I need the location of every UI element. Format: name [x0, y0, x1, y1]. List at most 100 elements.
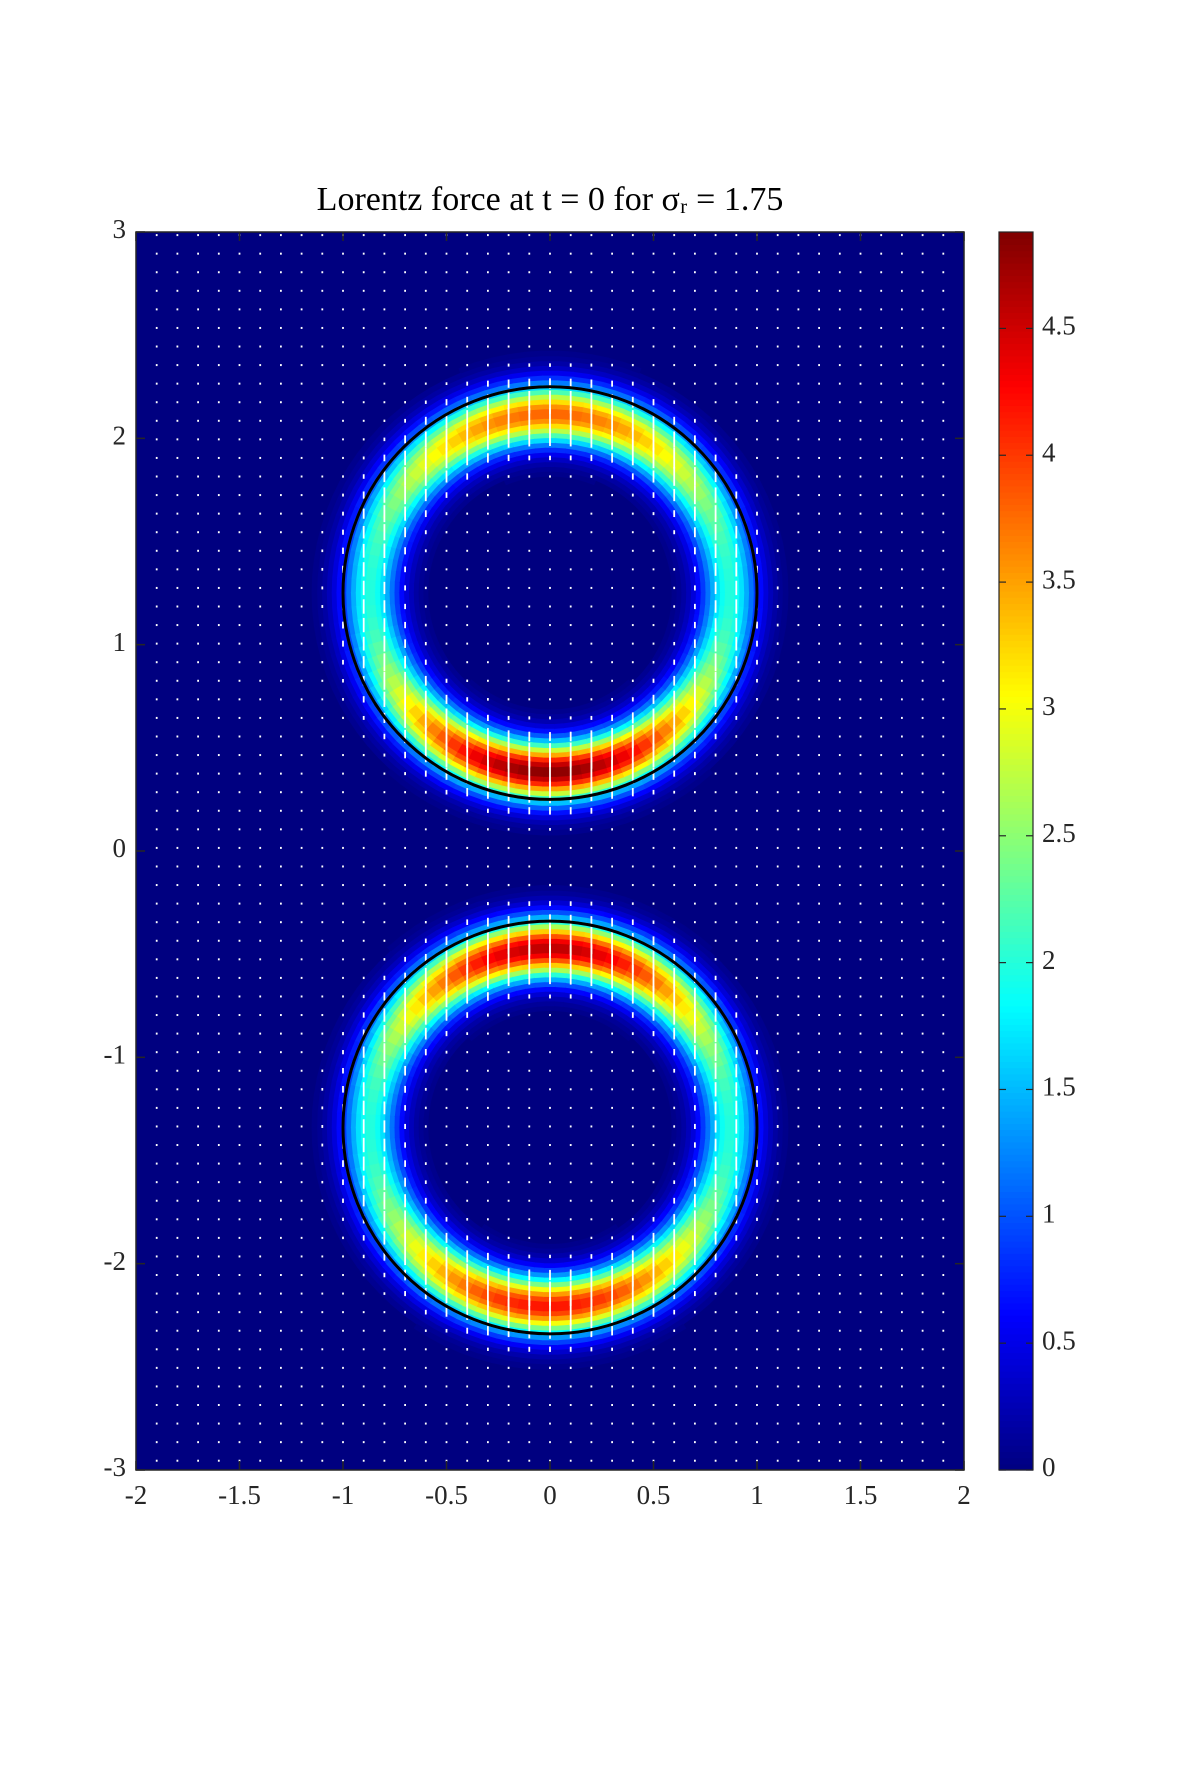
heat-cell: [524, 885, 543, 892]
heat-cell: [388, 1115, 395, 1128]
heat-cell: [700, 592, 707, 605]
heat-cell: [545, 709, 555, 716]
heat-cell: [705, 1127, 712, 1140]
heat-cell: [369, 1127, 376, 1141]
heat-cell: [782, 1110, 789, 1128]
heat-cell: [700, 1116, 707, 1128]
heat-cell: [724, 592, 731, 607]
heat-cell: [422, 1127, 429, 1137]
heat-cell: [782, 592, 789, 611]
heat-cell: [671, 1127, 678, 1137]
heat-cell: [393, 1116, 400, 1128]
heat-cell: [311, 1110, 318, 1128]
heat-cell: [403, 1127, 410, 1139]
heat-cell: [417, 1127, 424, 1138]
heat-cell: [417, 583, 424, 594]
heat-cell: [782, 1127, 789, 1145]
heat-cell: [408, 1127, 415, 1138]
heat-cell: [393, 592, 400, 605]
heat-cell: [724, 580, 731, 594]
heat-cell: [729, 1127, 736, 1141]
heat-cell: [545, 466, 555, 472]
heat-cell: [685, 592, 692, 604]
heat-cell: [729, 579, 736, 594]
heat-cell: [364, 579, 371, 594]
heat-cell: [388, 592, 395, 605]
heat-cell: [557, 828, 576, 836]
heat-cell: [398, 1127, 405, 1139]
heat-cell: [541, 894, 559, 901]
heat-cell: [541, 885, 559, 891]
heat-cell: [524, 1363, 543, 1370]
heat-cell: [544, 986, 556, 992]
heat-cell: [545, 1248, 555, 1255]
heat-cell: [369, 592, 376, 607]
heat-cell: [544, 461, 556, 467]
heat-cell: [412, 1117, 419, 1128]
heat-cell: [408, 582, 415, 594]
heat-cell: [695, 582, 702, 594]
heat-cell: [541, 350, 559, 357]
heat-cell: [676, 592, 683, 603]
heat-cell: [417, 1117, 424, 1128]
heat-cell: [545, 1005, 555, 1011]
heat-cell: [681, 583, 688, 594]
heat-cell: [408, 592, 415, 604]
heat-cell: [541, 1359, 559, 1365]
heat-cell: [524, 350, 543, 358]
heat-cell: [541, 889, 559, 896]
heat-cell: [364, 592, 371, 607]
heat-cell: [403, 592, 410, 604]
heat-cell: [544, 1258, 556, 1264]
heat-cell: [417, 592, 424, 603]
heat-cell: [412, 592, 419, 604]
heat-cell: [408, 1117, 415, 1128]
heat-cell: [685, 1127, 692, 1138]
heat-cell: [557, 885, 576, 892]
heat-cell: [690, 592, 697, 604]
heat-cell: [541, 1354, 559, 1361]
heat-cell: [676, 583, 683, 594]
heat-cell: [398, 592, 405, 605]
heat-cell: [393, 1127, 400, 1139]
heat-cell: [541, 820, 559, 826]
heat-cell: [369, 580, 376, 594]
heat-cell: [695, 1116, 702, 1128]
heat-cell: [557, 1363, 576, 1370]
heat-cell: [696, 768, 714, 785]
heat-cell: [541, 1340, 559, 1346]
heat-cell: [369, 1114, 376, 1128]
heat-cell: [729, 1114, 736, 1128]
heat-cell: [311, 592, 318, 611]
heat-cell: [685, 582, 692, 594]
heat-cell: [685, 1117, 692, 1128]
heat-cell: [541, 370, 559, 376]
heat-cell: [724, 1114, 731, 1128]
heat-cell: [676, 1117, 683, 1128]
heat-cell: [541, 815, 559, 821]
heat-cell: [398, 582, 405, 594]
heat-cell: [544, 724, 556, 730]
heat-cell: [700, 581, 707, 594]
heat-cell: [681, 1127, 688, 1138]
heat-cell: [388, 1127, 395, 1140]
heat-cell: [705, 1115, 712, 1128]
heat-cell: [705, 592, 712, 605]
heat-cell: [541, 909, 559, 915]
heat-cell: [557, 350, 576, 358]
heat-cell: [681, 1117, 688, 1128]
heat-cell: [388, 581, 395, 594]
heat-cell: [695, 592, 702, 605]
heat-cell: [544, 447, 556, 453]
heat-cell: [393, 581, 400, 594]
heat-cell: [545, 1243, 555, 1250]
heat-cell: [524, 828, 543, 836]
heat-cell: [545, 1000, 555, 1007]
heat-cell: [700, 1127, 707, 1139]
heat-cell: [671, 592, 678, 603]
heat-cell: [544, 719, 556, 725]
heat-cell: [311, 1127, 318, 1145]
heat-cell: [695, 1127, 702, 1139]
